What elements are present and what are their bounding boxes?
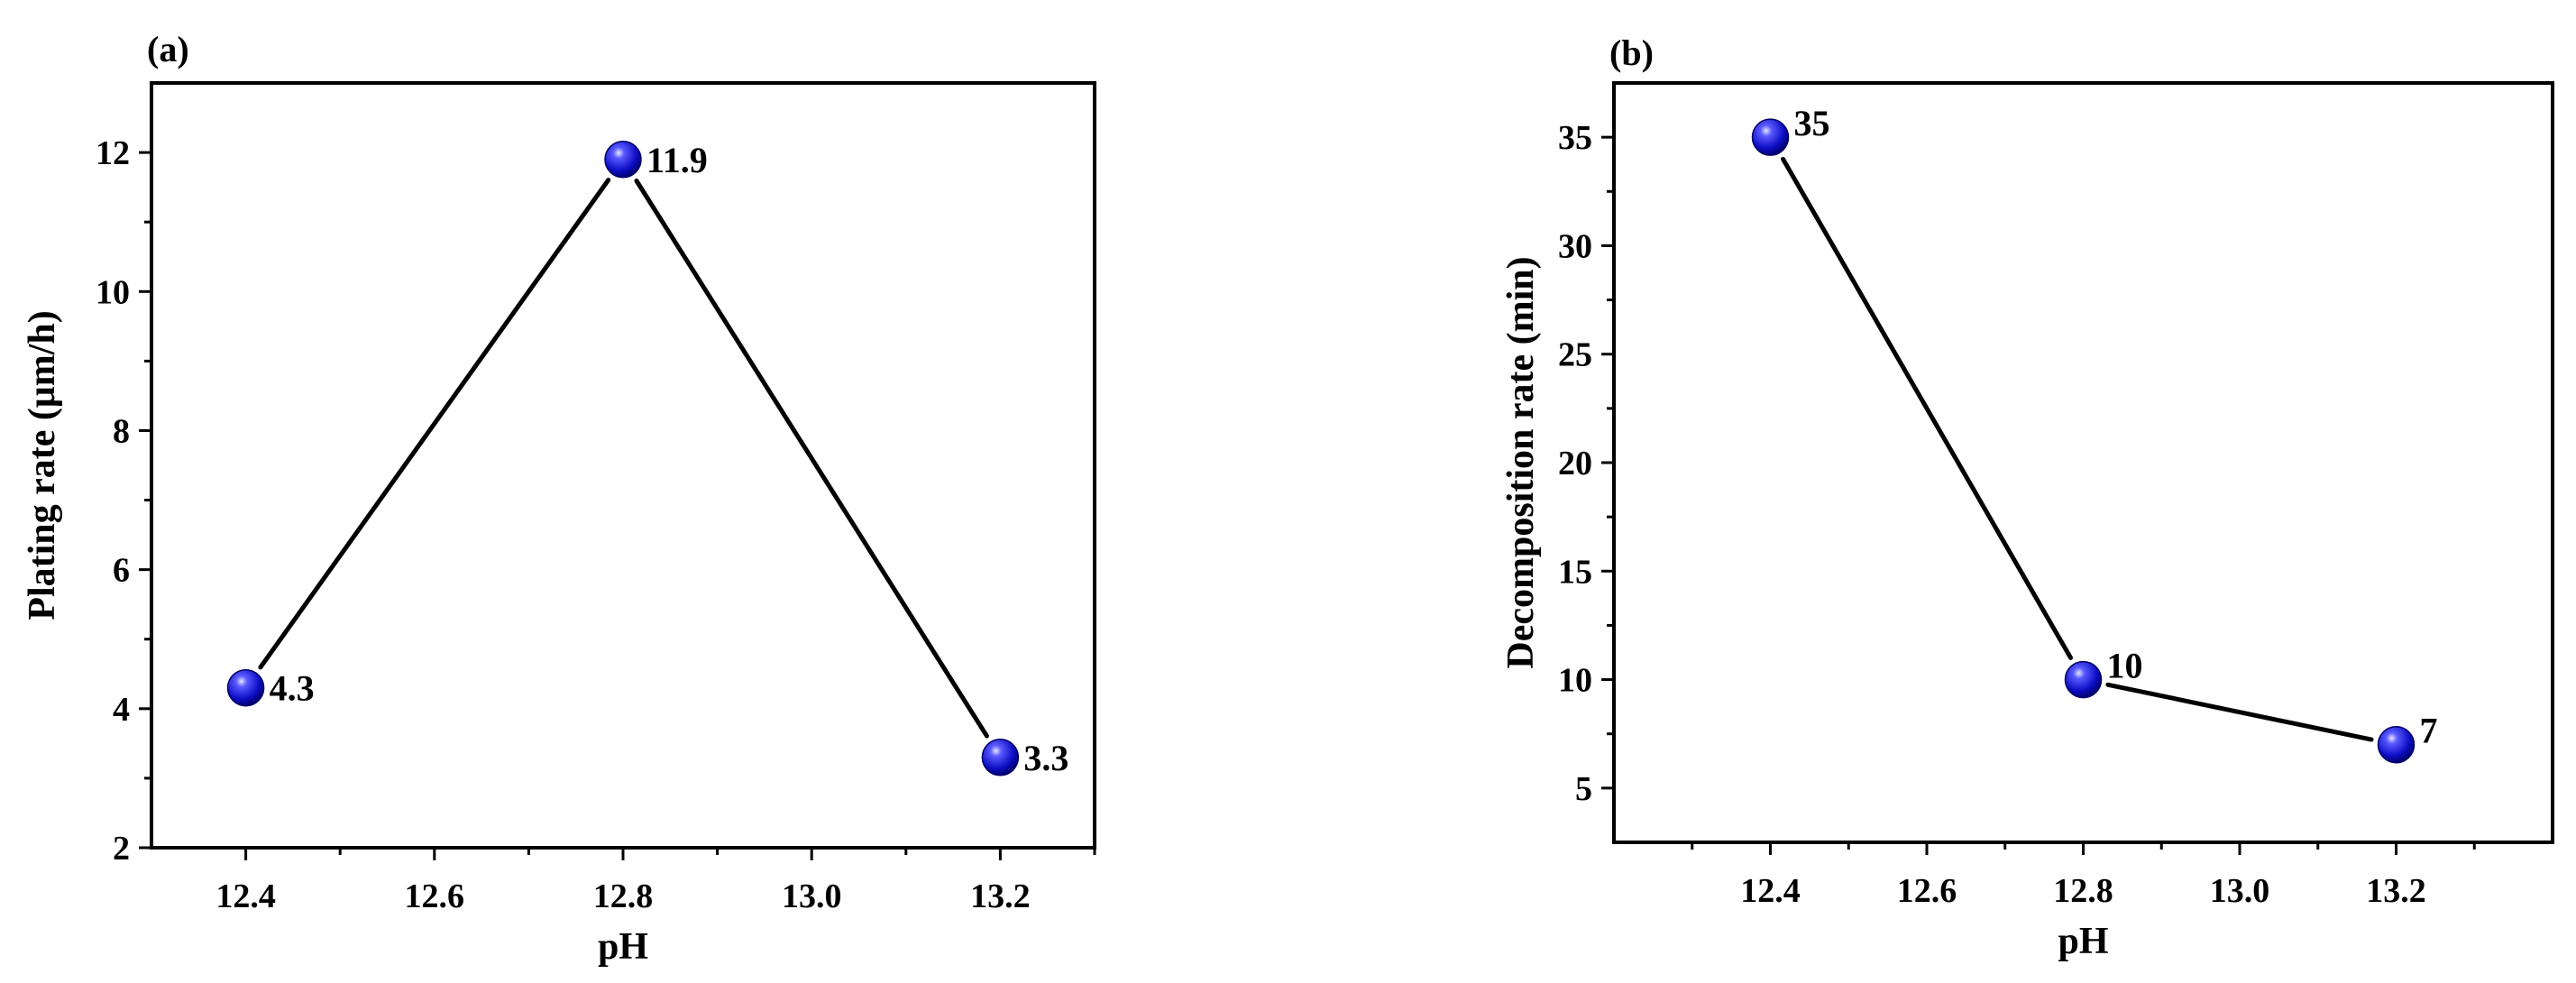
y-tick-label: 20 — [1558, 445, 1592, 482]
y-tick-label: 8 — [113, 412, 130, 450]
y-tick-label: 35 — [1558, 119, 1592, 157]
series-line-segment — [634, 178, 989, 739]
x-tick-label: 13.2 — [2366, 872, 2426, 910]
plot-frame — [1612, 81, 2554, 844]
chart-panel-a: (a) 12.4 12.6 12.8 13.0 13.2 2 4 6 8 10 12 pH Plating… — [22, 29, 1096, 968]
data-label: 3.3 — [1023, 738, 1068, 778]
series-line-segment — [258, 178, 611, 670]
y-tick-label: 15 — [1558, 553, 1592, 591]
y-axis-title: Decomposition rate (min) — [1500, 256, 1542, 668]
data-point — [226, 668, 265, 707]
x-tick-label: 13.2 — [970, 877, 1031, 915]
x-tick-label: 12.6 — [1897, 872, 1957, 910]
panel-label: (b) — [1609, 32, 1654, 73]
y-tick-label: 5 — [1575, 770, 1592, 808]
data-label: 11.9 — [646, 140, 708, 180]
y-tick-label: 30 — [1558, 227, 1592, 265]
x-axis-title: pH — [598, 926, 648, 968]
panel-label: (a) — [147, 29, 189, 69]
y-tick-label: 25 — [1558, 336, 1592, 374]
chart-panel-b: (b) 12.4 12.6 12.8 13.0 13.2 5 10 15 20 25 30 35 pH De… — [1500, 32, 2554, 962]
data-point — [1751, 118, 1790, 156]
x-tick-label: 12.4 — [215, 877, 276, 915]
x-tick-label: 13.0 — [782, 877, 842, 915]
data-point — [2377, 725, 2416, 764]
data-point — [604, 141, 642, 179]
series-line-segment — [2105, 682, 2374, 742]
data-point — [2064, 660, 2103, 699]
x-tick-label: 12.4 — [1740, 872, 1801, 910]
x-tick-label: 13.0 — [2210, 872, 2270, 910]
data-point — [981, 739, 1020, 776]
plot-frame — [150, 81, 1096, 850]
x-axis-title: pH — [2058, 921, 2108, 962]
data-label: 35 — [1794, 103, 1830, 143]
y-tick-label: 10 — [96, 273, 130, 311]
data-label: 7 — [2420, 711, 2438, 751]
x-tick-label: 12.8 — [593, 877, 654, 915]
y-axis-title: Plating rate (μm/h) — [22, 310, 63, 620]
x-tick-label: 12.8 — [2053, 872, 2113, 910]
x-tick-label: 12.6 — [405, 877, 465, 915]
y-tick-label: 12 — [96, 134, 130, 172]
data-label: 10 — [2107, 646, 2143, 686]
y-tick-label: 6 — [113, 552, 130, 590]
y-tick-label: 2 — [113, 830, 130, 868]
y-tick-label: 4 — [113, 691, 130, 729]
series-line-segment — [1780, 156, 2074, 660]
data-label: 4.3 — [270, 668, 315, 709]
y-tick-label: 10 — [1558, 662, 1592, 700]
